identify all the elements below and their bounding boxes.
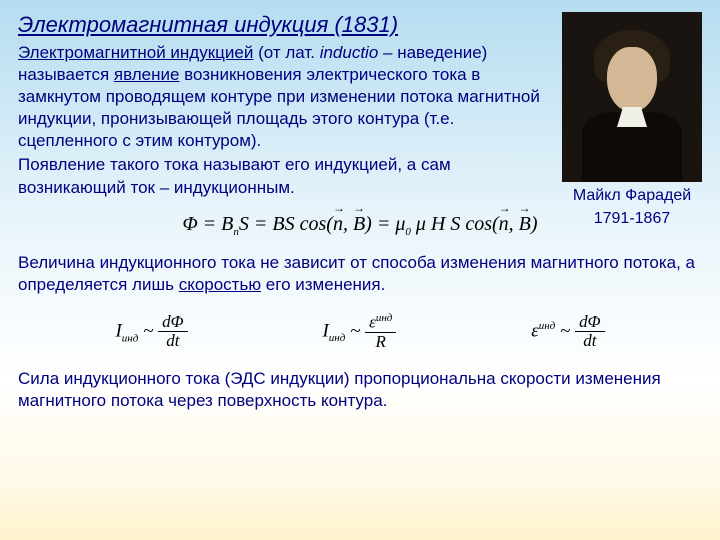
faraday-portrait	[562, 12, 702, 182]
phenomenon-underlined: явление	[114, 65, 180, 84]
paragraph-2: Величина индукционного тока не зависит о…	[18, 252, 702, 296]
formula-i-eps: Iинд ~ εиндR	[322, 312, 396, 352]
paragraph-1b: Появление такого тока называют его индук…	[18, 154, 558, 198]
latin-term: inductio	[320, 43, 379, 62]
formula-i-dphi: Iинд ~ dΦdt	[115, 313, 187, 351]
portrait-years: 1791-1867	[562, 209, 702, 228]
paragraph-1: Электромагнитной индукцией (от лат. indu…	[18, 42, 558, 152]
speed-underlined: скоростью	[179, 275, 261, 294]
portrait-name: Майкл Фарадей	[562, 186, 702, 205]
proportional-formulas: Iинд ~ dΦdt Iинд ~ εиндR εинд ~ dΦdt	[48, 312, 672, 352]
conclusion: Сила индукционного тока (ЭДС индукции) п…	[18, 368, 702, 412]
term-underlined: Электромагнитной индукцией	[18, 43, 253, 62]
portrait-block: Майкл Фарадей 1791-1867	[562, 12, 702, 228]
formula-eps-dphi: εинд ~ dΦdt	[531, 313, 604, 351]
